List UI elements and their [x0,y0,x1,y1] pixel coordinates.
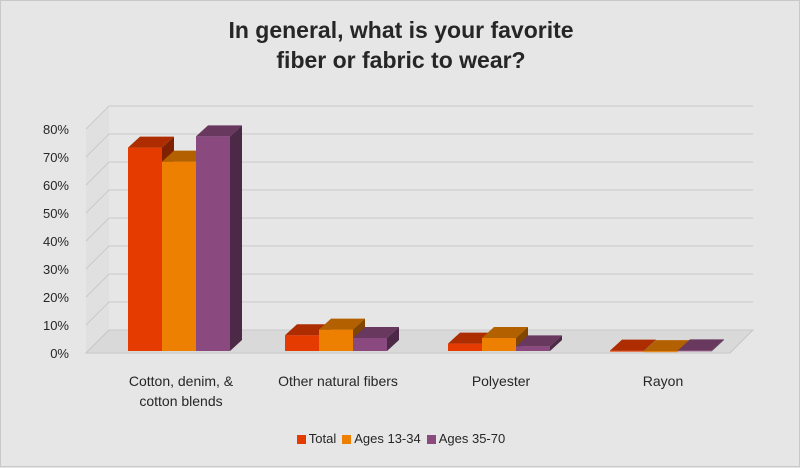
legend-item: Total [296,431,337,446]
bar-top [678,339,724,351]
bar-top [319,318,365,330]
bar-top [644,340,690,352]
category-label: Polyester [472,373,531,389]
gridline [85,161,753,186]
legend-swatch [426,435,436,445]
bar-front [319,329,353,351]
gridline [85,273,753,298]
bar-side [230,125,242,352]
gridline [85,133,753,158]
legend-item: Ages 35-70 [426,431,506,446]
legend-swatch [296,435,306,445]
bar-front [196,136,230,351]
bar-front [610,350,644,352]
bar-front [353,338,387,351]
bar-front [162,161,196,351]
category-label: Other natural fibers [278,373,398,389]
y-tick-label: 20% [43,290,69,305]
category-label: cotton blends [139,393,222,409]
legend: Total Ages 13-34 Ages 35-70 [1,431,800,446]
bar-front [285,335,319,351]
bar-front [516,346,550,351]
gridline [85,217,753,242]
y-tick-label: 10% [43,318,69,333]
bar-top [196,125,242,137]
legend-item: Ages 13-34 [342,431,421,446]
bar-front [644,351,678,353]
y-tick-label: 40% [43,234,69,249]
gridline [85,245,753,270]
bar-front [482,338,516,351]
legend-swatch [342,435,352,445]
y-tick-label: 50% [43,206,69,221]
y-tick-label: 70% [43,150,69,165]
bar-top [128,136,174,148]
gridline [85,329,753,354]
bar-front [128,147,162,351]
chart-title: In general, what is your favorite fiber … [1,15,800,75]
category-label: Rayon [643,373,683,389]
chart-title-line-2: fiber or fabric to wear? [276,47,526,73]
y-tick-label: 60% [43,178,69,193]
category-label: Cotton, denim, & [129,373,234,389]
bar-side [712,339,724,351]
legend-label: Total [308,431,337,446]
gridline [85,301,753,326]
chart-title-line-1: In general, what is your favorite [228,17,574,43]
bar-side [387,327,399,351]
y-tick-label: 80% [43,122,69,137]
legend-label: Ages 13-34 [354,431,421,446]
legend-label: Ages 35-70 [438,431,506,446]
bar-side [550,335,562,351]
y-tick-label: 30% [43,262,69,277]
bar-front [678,350,712,352]
bar-top [516,335,562,347]
gridline [85,105,753,130]
bar-side [644,339,656,351]
bar-top [353,327,399,338]
bar-top [482,327,528,338]
bar-front [448,343,482,351]
gridline [85,189,753,214]
y-tick-label: 0% [50,346,69,361]
bar-top [610,339,656,351]
